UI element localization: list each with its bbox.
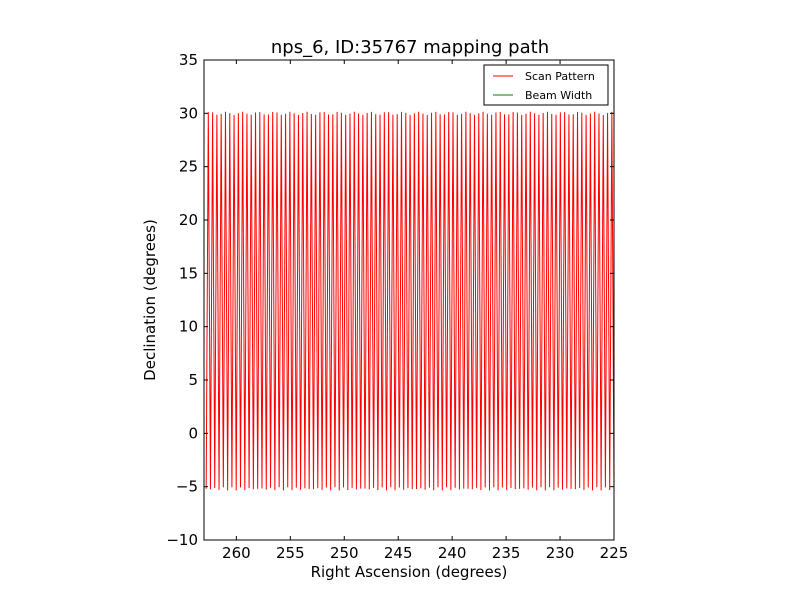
legend-box [483, 64, 609, 106]
y-axis-label: Declination (degrees) [141, 219, 159, 381]
y-tick-label: −10 [166, 531, 198, 549]
y-tick-label: 30 [179, 104, 198, 122]
x-axis-label: Right Ascension (degrees) [311, 563, 508, 581]
y-tick-label: −5 [176, 478, 198, 496]
x-tick-label: 255 [276, 544, 305, 562]
x-tick-label: 260 [222, 544, 251, 562]
x-tick-label: 240 [438, 544, 467, 562]
y-tick-label: 15 [179, 264, 198, 282]
series-scan-pattern-line [205, 111, 615, 491]
x-tick-label: 235 [492, 544, 521, 562]
legend-label-scan-pattern: Scan Pattern [525, 70, 595, 83]
x-tick-label: 230 [546, 544, 575, 562]
y-tick-label: 5 [188, 371, 198, 389]
chart-title: nps_6, ID:35767 mapping path [271, 37, 549, 58]
legend-label-beam-width: Beam Width [525, 89, 592, 102]
x-tick-label: 250 [330, 544, 359, 562]
y-tick-label: 0 [188, 424, 198, 442]
y-tick-label: 20 [179, 211, 198, 229]
y-tick-label: 35 [179, 51, 198, 69]
x-tick-label: 225 [600, 544, 629, 562]
plot-frame [203, 59, 615, 541]
x-tick-label: 245 [384, 544, 413, 562]
y-tick-label: 25 [179, 158, 198, 176]
y-tick-label: 10 [179, 318, 198, 336]
legend: Scan Pattern Beam Width [483, 64, 609, 106]
